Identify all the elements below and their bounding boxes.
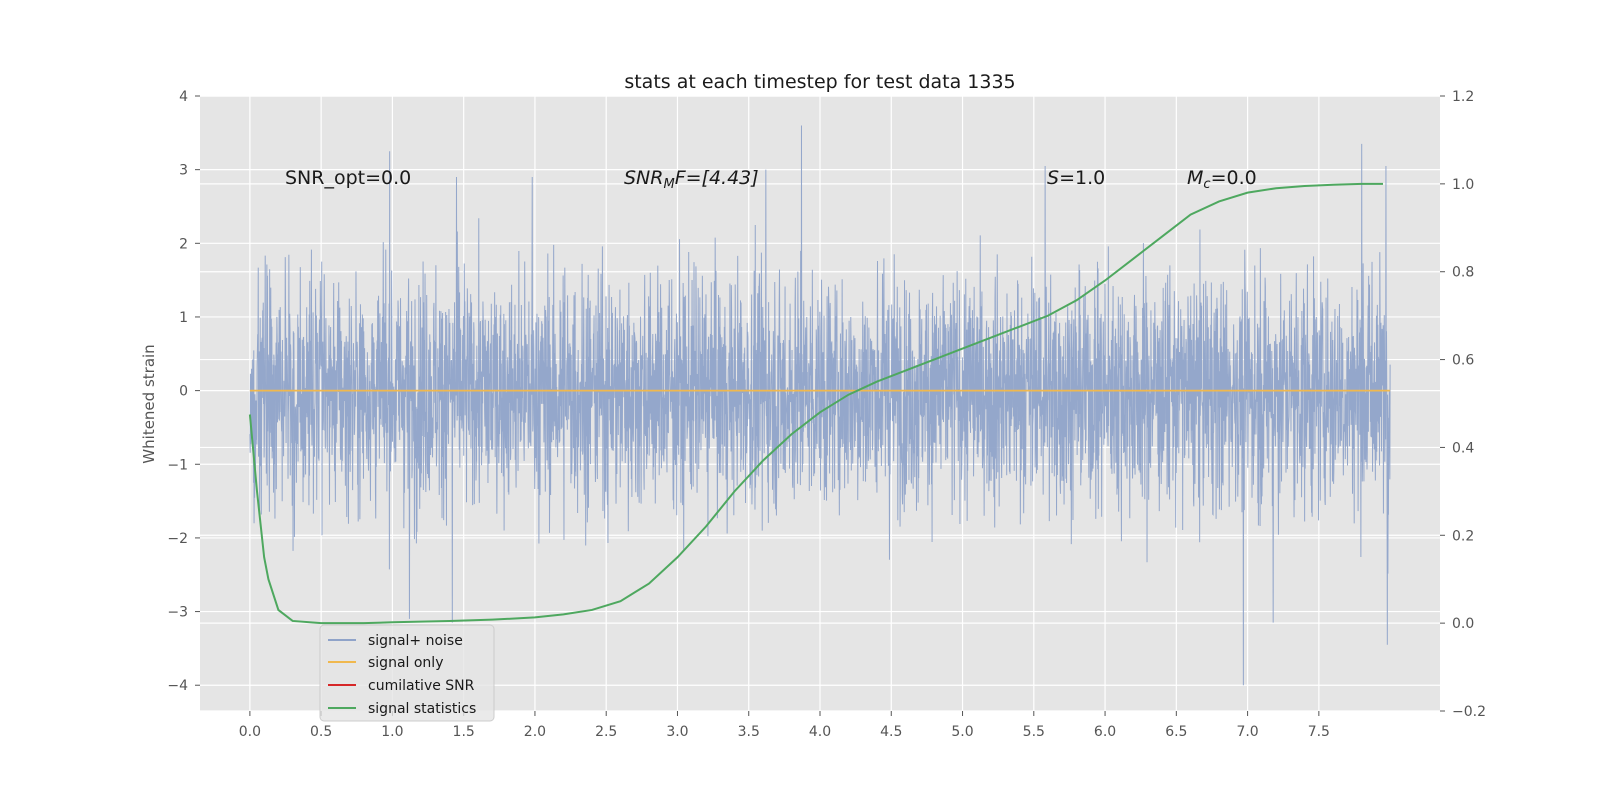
x-tick-label: 3.5 bbox=[738, 724, 760, 740]
y2-tick-label: 1.2 bbox=[1452, 89, 1474, 105]
series-signal-noise-line bbox=[249, 125, 1391, 686]
y2-tick-label: 0.8 bbox=[1452, 265, 1474, 281]
annotation-mc: Mc=0.0 bbox=[1187, 167, 1257, 192]
y2-tick-label: 0.4 bbox=[1452, 440, 1474, 456]
y-tick-label: 2 bbox=[179, 236, 188, 252]
y-tick-label: −1 bbox=[167, 457, 188, 473]
x-tick-label: 0.0 bbox=[239, 724, 261, 740]
annotation-s: S=1.0 bbox=[1047, 167, 1105, 189]
y2-tick-label: 0.6 bbox=[1452, 353, 1474, 369]
x-tick-label: 5.5 bbox=[1023, 724, 1045, 740]
annotation-snr-opt: SNR_opt=0.0 bbox=[285, 167, 411, 189]
x-tick-label: 7.5 bbox=[1308, 724, 1330, 740]
x-tick-label: 0.5 bbox=[310, 724, 332, 740]
chart-title: stats at each timestep for test data 133… bbox=[624, 71, 1015, 93]
y-tick-label: −3 bbox=[167, 605, 188, 621]
y-tick-label: 0 bbox=[179, 384, 188, 400]
legend-box bbox=[319, 624, 495, 722]
x-tick-label: 7.0 bbox=[1236, 724, 1258, 740]
y2-tick-label: 0.2 bbox=[1452, 528, 1474, 544]
legend-label-signal-noise: signal+ noise bbox=[368, 633, 463, 649]
x-tick-label: 6.0 bbox=[1094, 724, 1116, 740]
x-tick-label: 2.0 bbox=[524, 724, 546, 740]
legend-label-signal-statistics: signal statistics bbox=[368, 701, 476, 717]
legend-label-signal-only: signal only bbox=[368, 655, 443, 671]
y-tick-label: 3 bbox=[179, 163, 188, 179]
x-tick-label: 5.0 bbox=[951, 724, 973, 740]
x-tick-label: 2.5 bbox=[595, 724, 617, 740]
y2-tick-label: −0.2 bbox=[1452, 704, 1486, 720]
x-tick-label: 3.0 bbox=[666, 724, 688, 740]
series-signal-statistics-line bbox=[248, 182, 1383, 625]
series-layer bbox=[248, 125, 1391, 686]
x-tick-label: 1.5 bbox=[453, 724, 475, 740]
y-tick-label: 1 bbox=[179, 310, 188, 326]
x-tick-label: 4.0 bbox=[809, 724, 831, 740]
x-tick-label: 4.5 bbox=[880, 724, 902, 740]
y2-tick-label: 1.0 bbox=[1452, 177, 1474, 193]
y-tick-label: −2 bbox=[167, 531, 188, 547]
legend: signal+ noise signal only cumilative SNR… bbox=[319, 624, 495, 722]
y-tick-label: 4 bbox=[179, 89, 188, 105]
annotation-snr-mf: SNRMF=[4.43] bbox=[624, 167, 759, 192]
y2-tick-label: 0.0 bbox=[1452, 616, 1474, 632]
x-tick-label: 6.5 bbox=[1165, 724, 1187, 740]
y-tick-label: −4 bbox=[167, 678, 188, 694]
legend-label-cumulative-snr: cumilative SNR bbox=[368, 678, 475, 694]
x-tick-label: 1.0 bbox=[381, 724, 403, 740]
ticks: 0.0 0.5 1.0 1.5 2.0 2.5 3.0 3.5 4.0 4.5 5.0 5.5 6.0 6… bbox=[167, 89, 1486, 740]
y-axis-label: Whitened strain bbox=[140, 344, 158, 463]
